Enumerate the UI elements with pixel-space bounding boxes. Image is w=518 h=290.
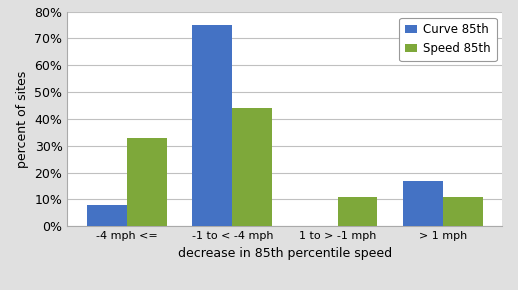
Bar: [192, 25, 232, 226]
Bar: [443, 197, 483, 226]
Bar: [232, 108, 272, 226]
Legend: Curve 85th, Speed 85th: Curve 85th, Speed 85th: [399, 17, 497, 61]
Bar: [338, 197, 378, 226]
Bar: [402, 181, 443, 226]
Bar: [127, 138, 167, 226]
Bar: [87, 205, 127, 226]
Y-axis label: percent of sites: percent of sites: [16, 70, 29, 168]
X-axis label: decrease in 85th percentile speed: decrease in 85th percentile speed: [178, 246, 392, 260]
